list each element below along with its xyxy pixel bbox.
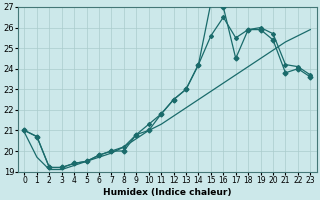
X-axis label: Humidex (Indice chaleur): Humidex (Indice chaleur) [103,188,232,197]
